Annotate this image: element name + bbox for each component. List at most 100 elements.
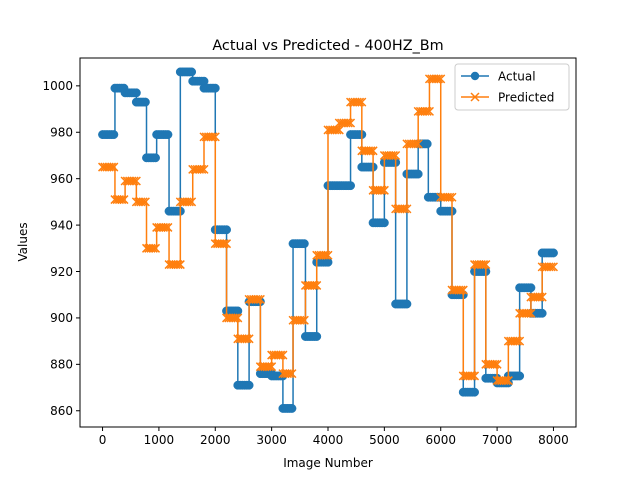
data-point-predicted — [546, 262, 556, 272]
y-tick-label: 900 — [50, 311, 73, 325]
data-point-predicted — [219, 239, 229, 249]
y-tick-label: 880 — [50, 358, 73, 372]
x-tick-label: 0 — [99, 433, 107, 447]
data-point-actual — [163, 130, 173, 140]
data-point-predicted — [402, 204, 412, 214]
x-tick-label: 1000 — [144, 433, 175, 447]
data-point-predicted — [299, 315, 309, 325]
data-point-predicted — [467, 371, 477, 381]
data-point-predicted — [210, 132, 220, 142]
y-axis: 860 880 900 920 940 960 980 1000 — [42, 79, 80, 418]
data-point-predicted — [548, 262, 558, 272]
data-point-predicted — [253, 294, 263, 304]
legend: Actual Predicted — [454, 63, 570, 111]
data-point-predicted — [456, 285, 466, 295]
data-point-predicted — [242, 334, 252, 344]
data-point-actual — [346, 181, 355, 191]
data-point-predicted — [184, 197, 194, 207]
data-point-predicted — [377, 185, 387, 195]
data-point-predicted — [119, 195, 129, 205]
data-point-predicted — [458, 285, 468, 295]
data-point-predicted — [524, 308, 534, 318]
data-point-actual — [402, 299, 412, 309]
data-point-predicted — [117, 195, 127, 205]
x-axis-label: Image Number — [283, 456, 373, 470]
data-point-predicted — [501, 376, 511, 386]
data-point-predicted — [276, 350, 286, 360]
data-point-predicted — [255, 294, 265, 304]
data-point-predicted — [163, 222, 173, 232]
legend-marker-predicted — [470, 92, 480, 102]
data-point-predicted — [400, 204, 410, 214]
data-point-predicted — [526, 308, 536, 318]
data-point-predicted — [357, 97, 367, 107]
plot-area — [98, 67, 558, 413]
data-point-actual — [222, 225, 231, 235]
data-point-actual — [413, 169, 423, 179]
legend-marker-actual — [470, 71, 480, 81]
data-point-predicted — [107, 162, 117, 172]
data-point-predicted — [321, 250, 331, 260]
series-predicted — [98, 74, 558, 386]
x-tick-label: 2000 — [200, 433, 231, 447]
data-point-actual — [422, 139, 432, 149]
x-tick-label: 8000 — [538, 433, 569, 447]
data-point-predicted — [379, 185, 389, 195]
chart-title: Actual vs Predicted - 400HZ_Bm — [212, 38, 443, 54]
data-point-predicted — [148, 243, 158, 253]
data-point-predicted — [535, 292, 545, 302]
data-point-predicted — [109, 162, 119, 172]
data-point-predicted — [368, 146, 378, 156]
data-point-predicted — [424, 106, 434, 116]
data-point-predicted — [366, 146, 376, 156]
data-point-predicted — [199, 164, 209, 174]
data-point-predicted — [323, 250, 333, 260]
data-point-predicted — [355, 97, 365, 107]
data-point-actual — [526, 283, 536, 293]
data-point-predicted — [138, 197, 148, 207]
data-point-predicted — [391, 150, 401, 161]
data-point-predicted — [197, 164, 207, 174]
data-point-predicted — [140, 197, 150, 207]
data-point-predicted — [312, 280, 322, 290]
data-point-predicted — [411, 139, 421, 149]
data-point-predicted — [334, 125, 344, 135]
data-point-predicted — [287, 369, 297, 379]
data-point-actual — [299, 239, 309, 249]
data-point-predicted — [332, 125, 342, 135]
y-tick-label: 1000 — [42, 79, 73, 93]
data-point-predicted — [150, 243, 161, 253]
y-tick-label: 920 — [50, 265, 73, 279]
data-point-predicted — [436, 74, 446, 84]
data-point-predicted — [346, 118, 356, 128]
x-tick-label: 5000 — [369, 433, 400, 447]
data-point-predicted — [309, 280, 320, 290]
data-point-predicted — [481, 260, 491, 270]
data-point-predicted — [175, 260, 185, 270]
data-point-predicted — [447, 192, 457, 202]
data-point-predicted — [388, 150, 398, 161]
data-point-actual — [470, 387, 479, 397]
y-tick-label: 980 — [50, 126, 73, 140]
data-point-predicted — [267, 362, 277, 372]
data-point-predicted — [470, 371, 480, 381]
x-tick-label: 3000 — [256, 433, 287, 447]
data-point-actual — [287, 403, 297, 413]
data-point-predicted — [278, 350, 288, 360]
data-point-predicted — [285, 369, 295, 379]
legend-label-predicted: Predicted — [498, 90, 554, 104]
data-point-actual — [151, 153, 160, 163]
data-point-predicted — [129, 176, 139, 186]
data-point-predicted — [422, 106, 432, 116]
data-point-actual — [210, 83, 220, 93]
y-tick-label: 860 — [50, 404, 73, 418]
data-point-predicted — [131, 176, 141, 186]
data-point-actual — [379, 218, 389, 228]
data-point-predicted — [512, 336, 522, 346]
data-point-predicted — [537, 292, 547, 302]
data-point-predicted — [445, 192, 455, 202]
data-point-actual — [515, 371, 525, 381]
data-point-actual — [131, 88, 141, 98]
data-point-predicted — [231, 313, 241, 323]
data-point-predicted — [297, 315, 307, 325]
